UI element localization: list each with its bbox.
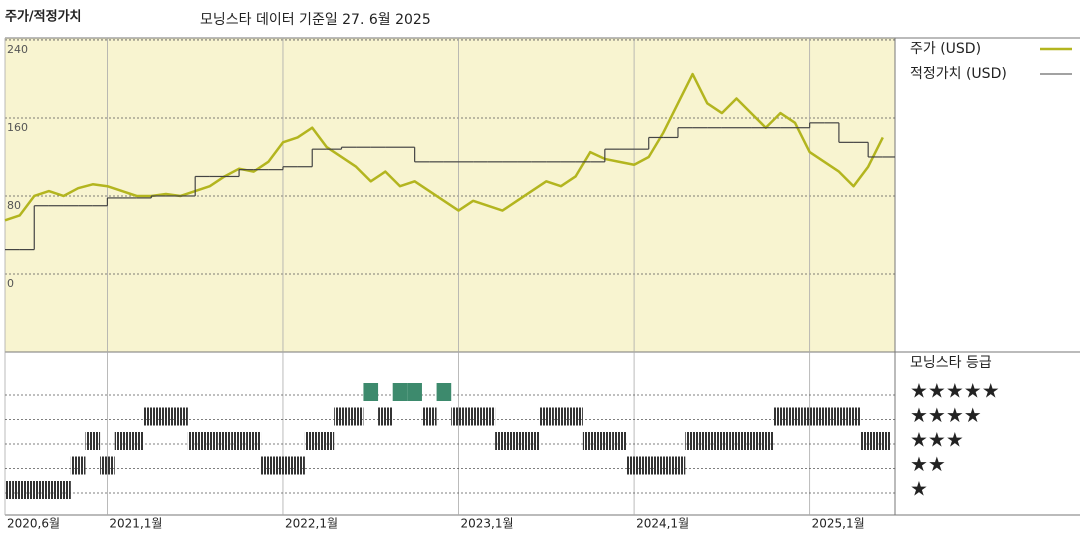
rating-bar	[187, 432, 203, 450]
rating-bar	[143, 407, 159, 426]
rating-bar	[875, 432, 891, 450]
rating-bar	[217, 432, 232, 450]
rating-bar	[714, 432, 730, 450]
rating-bar	[202, 432, 218, 450]
rating-bar	[12, 481, 27, 499]
rating-bar	[582, 432, 598, 450]
rating-bar	[626, 456, 642, 475]
rating-bar	[451, 407, 466, 426]
rating-bar	[612, 432, 627, 450]
x-tick-label: 2023,1월	[461, 517, 514, 531]
rating-bar	[26, 481, 42, 499]
rating-bar	[129, 432, 144, 450]
y-tick-label: 160	[7, 121, 28, 134]
rating-bar	[421, 407, 437, 426]
rating-bar	[290, 456, 305, 475]
rating-bar	[231, 432, 247, 450]
rating-bar	[261, 456, 276, 475]
rating-bar	[480, 407, 496, 426]
rating-bar	[378, 407, 393, 426]
chart-title: 주가/적정가치	[5, 9, 82, 25]
rating-bar	[773, 407, 788, 426]
rating-bar	[538, 407, 554, 426]
rating-bar	[173, 407, 188, 426]
rating-bar	[158, 407, 174, 426]
rating-bar	[860, 432, 876, 450]
rating-bar	[56, 481, 71, 499]
rating-bar	[465, 407, 481, 426]
rating-bar	[246, 432, 262, 450]
rating-bar	[670, 456, 686, 475]
rating-level-label: ★★★	[910, 428, 964, 452]
rating-bar	[524, 432, 539, 450]
rating-bar	[363, 383, 379, 401]
x-tick-label: 2021,1월	[109, 517, 162, 531]
rating-bar	[641, 456, 657, 475]
y-tick-label: 0	[7, 277, 14, 290]
rating-bar	[495, 432, 510, 450]
rating-bar	[304, 432, 320, 450]
rating-bar	[831, 407, 847, 426]
rating-bar	[407, 383, 422, 401]
rating-bar	[787, 407, 803, 426]
rating-bar	[816, 407, 832, 426]
x-tick-label: 2025,1월	[812, 517, 865, 531]
rating-bar	[85, 432, 101, 450]
rating-level-label: ★★★★★	[910, 379, 1000, 403]
marks	[4, 72, 895, 499]
rating-bar	[729, 432, 744, 450]
rating-bar	[275, 456, 291, 475]
rating-bar	[597, 432, 613, 450]
y-tick-label: 80	[7, 199, 21, 212]
rating-bar	[5, 481, 13, 499]
rating-bar	[509, 432, 525, 450]
rating-bar	[392, 383, 408, 401]
rating-bar	[41, 481, 57, 499]
rating-bar	[436, 383, 452, 401]
rating-bar	[348, 407, 364, 426]
rating-bar	[846, 407, 861, 426]
rating-bar	[802, 407, 817, 426]
rating-bar	[334, 407, 349, 426]
chart-subtitle: 모닝스타 데이터 기준일 27. 6월 2025	[200, 12, 431, 28]
rating-level-label: ★	[910, 477, 928, 501]
rating-bar	[656, 456, 671, 475]
rating-bar	[758, 432, 774, 450]
x-tick-label: 2020,6월	[7, 517, 60, 531]
rating-bar	[699, 432, 715, 450]
rating-bar	[100, 456, 115, 475]
rating-bar	[685, 432, 700, 450]
rating-level-label: ★★	[910, 452, 946, 476]
legend-label: 주가 (USD)	[910, 41, 981, 57]
rating-bar	[319, 432, 335, 450]
rating-bar	[568, 407, 583, 426]
legend-label: 적정가치 (USD)	[910, 66, 1007, 82]
rating-bar	[743, 432, 759, 450]
rating-level-label: ★★★★	[910, 403, 982, 427]
rating-bar	[553, 407, 569, 426]
x-tick-label: 2024,1월	[636, 517, 689, 531]
rating-title: 모닝스타 등급	[910, 355, 992, 371]
rating-bar	[70, 456, 86, 475]
x-tick-label: 2022,1월	[285, 517, 338, 531]
rating-bar	[114, 432, 130, 450]
y-tick-label: 240	[7, 43, 28, 56]
